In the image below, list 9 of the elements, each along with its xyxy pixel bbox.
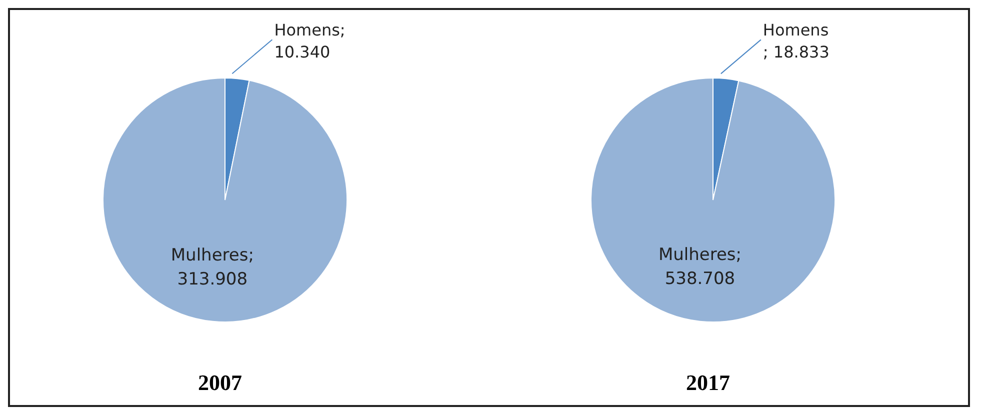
pie-slice — [590, 78, 836, 322]
slice-label: Mulheres; 313.908 — [170, 245, 254, 290]
slice-label: Mulheres; 538.708 — [658, 245, 742, 290]
text: 2007 — [197, 370, 243, 396]
pie-slice — [102, 78, 348, 322]
text: 2017 — [685, 370, 731, 396]
data-label: ; 18.833 — [762, 42, 830, 62]
slice-label: Homens; 10.340 — [274, 20, 346, 62]
slice-label: Homens — [762, 20, 829, 40]
